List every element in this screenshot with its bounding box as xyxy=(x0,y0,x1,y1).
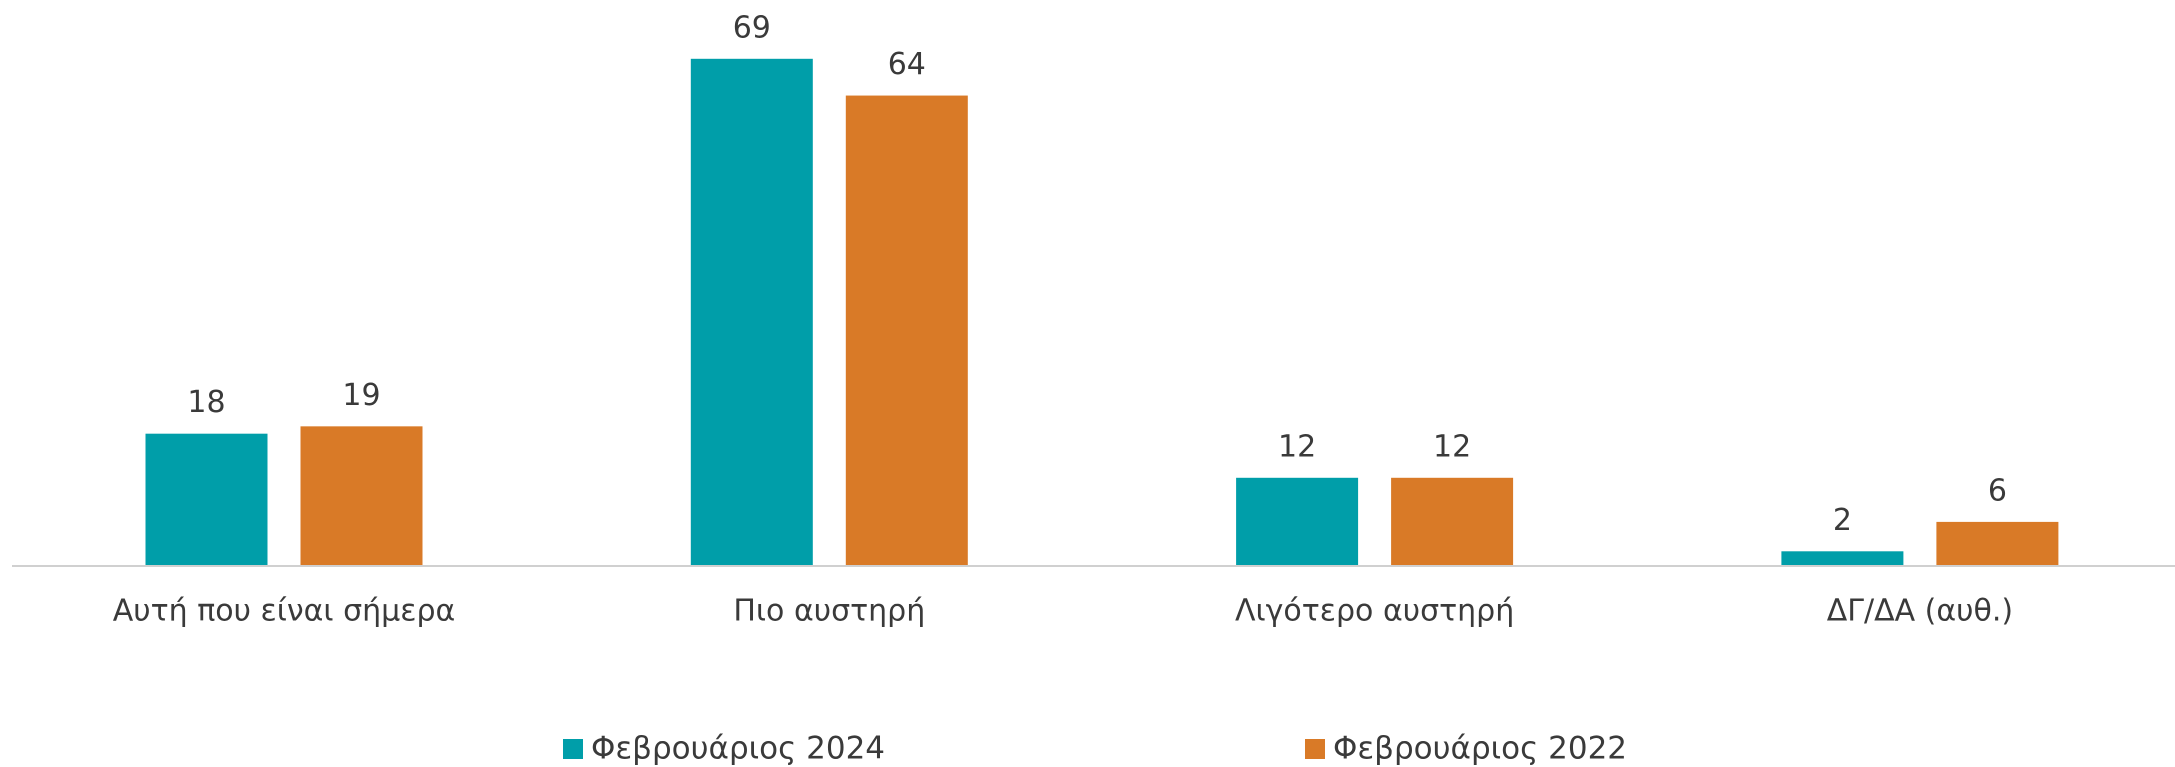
data-label: 12 xyxy=(1433,429,1471,464)
data-label: 12 xyxy=(1278,429,1316,464)
x-tick-label: ΔΓ/ΔΑ (αυθ.) xyxy=(1827,594,2013,629)
data-label: 18 xyxy=(187,385,225,420)
legend-label: Φεβρουάριος 2024 xyxy=(591,731,885,767)
bar xyxy=(300,426,423,566)
data-label: 69 xyxy=(733,10,771,45)
x-tick-label: Λιγότερο αυστηρή xyxy=(1235,594,1514,629)
legend-swatch xyxy=(1305,739,1325,759)
data-label: 19 xyxy=(342,378,380,413)
x-tick-label: Αυτή που είναι σήμερα xyxy=(113,594,456,629)
bar xyxy=(145,433,268,566)
x-tick-label: Πιο αυστηρή xyxy=(733,594,925,629)
bar xyxy=(690,58,813,566)
bar xyxy=(1936,521,2059,566)
legend-swatch xyxy=(563,739,583,759)
data-label: 64 xyxy=(888,47,926,82)
bar xyxy=(1781,551,1904,566)
bar xyxy=(1236,477,1359,566)
data-label: 6 xyxy=(1988,473,2007,508)
data-label: 2 xyxy=(1833,503,1852,538)
legend-label: Φεβρουάριος 2022 xyxy=(1333,731,1627,767)
bar xyxy=(1391,477,1514,566)
bar xyxy=(845,95,968,566)
